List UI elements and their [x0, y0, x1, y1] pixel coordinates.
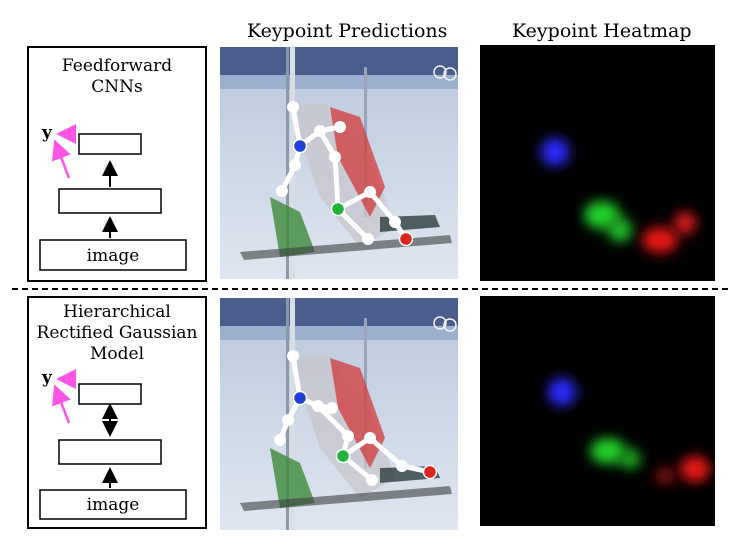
- hierarchical-rectified-gaussian-diagram: Hierarchical Rectified Gaussian Model y …: [27, 296, 207, 529]
- middle-layer-block: [58, 439, 162, 465]
- green-keypoint: [335, 448, 351, 464]
- model-title: Hierarchical Rectified Gaussian Model: [29, 302, 205, 365]
- model-title-line: Hierarchical: [63, 302, 171, 322]
- keypoint-prediction-photo: [220, 47, 458, 279]
- keypoint-heatmap-header: Keypoint Heatmap: [512, 20, 692, 42]
- heatmap-blobs: [480, 45, 715, 281]
- skeleton-joints: [276, 101, 401, 245]
- red-heat-blob: [642, 227, 678, 253]
- red-heat-blob: [680, 456, 710, 482]
- top-layer-block: [78, 383, 142, 405]
- row-divider: [12, 288, 728, 290]
- image-input-block: [39, 239, 187, 271]
- network-schematic: y image: [39, 123, 187, 271]
- green-keypoint: [330, 201, 346, 217]
- red-keypoint: [422, 464, 438, 480]
- keypoint-predictions-header: Keypoint Predictions: [247, 20, 448, 42]
- skeleton-joints: [274, 350, 408, 486]
- green-heat-blob: [590, 438, 626, 464]
- keypoint-heatmap: [480, 296, 715, 526]
- model-title-line: CNNs: [91, 77, 143, 97]
- olympic-rings-watermark: [433, 65, 457, 81]
- blue-heat-blob: [541, 138, 569, 166]
- blue-keypoint: [292, 138, 308, 154]
- blue-keypoint: [292, 390, 308, 406]
- keypoint-heatmap: [480, 45, 715, 281]
- feedback-arrow-lower: [52, 139, 71, 179]
- output-y-label: y: [41, 123, 53, 143]
- blue-heat-blob: [548, 378, 576, 406]
- top-layer-block: [78, 133, 142, 155]
- heatmap-blobs: [480, 296, 715, 526]
- image-input-label: image: [87, 246, 140, 266]
- image-input-block: [39, 489, 187, 520]
- network-schematic: y image: [39, 368, 187, 520]
- red-keypoint: [398, 231, 414, 247]
- middle-layer-block: [58, 188, 162, 214]
- olympic-rings-watermark: [433, 316, 457, 332]
- green-heat-blob: [584, 201, 620, 229]
- model-title-line: Model: [89, 344, 145, 364]
- model-title-line: Rectified Gaussian: [36, 323, 198, 343]
- model-title: Feedforward CNNs: [29, 56, 205, 98]
- skier-image-with-skeleton: [220, 47, 458, 279]
- skier-image-with-skeleton: [220, 298, 458, 530]
- image-input-label: image: [87, 495, 140, 515]
- model-title-line: Feedforward: [61, 56, 173, 76]
- keypoint-prediction-photo: [220, 298, 458, 530]
- output-y-label: y: [41, 368, 53, 388]
- feedback-arrow-lower: [52, 384, 71, 424]
- feedforward-cnn-diagram: Feedforward CNNs y image: [27, 46, 207, 282]
